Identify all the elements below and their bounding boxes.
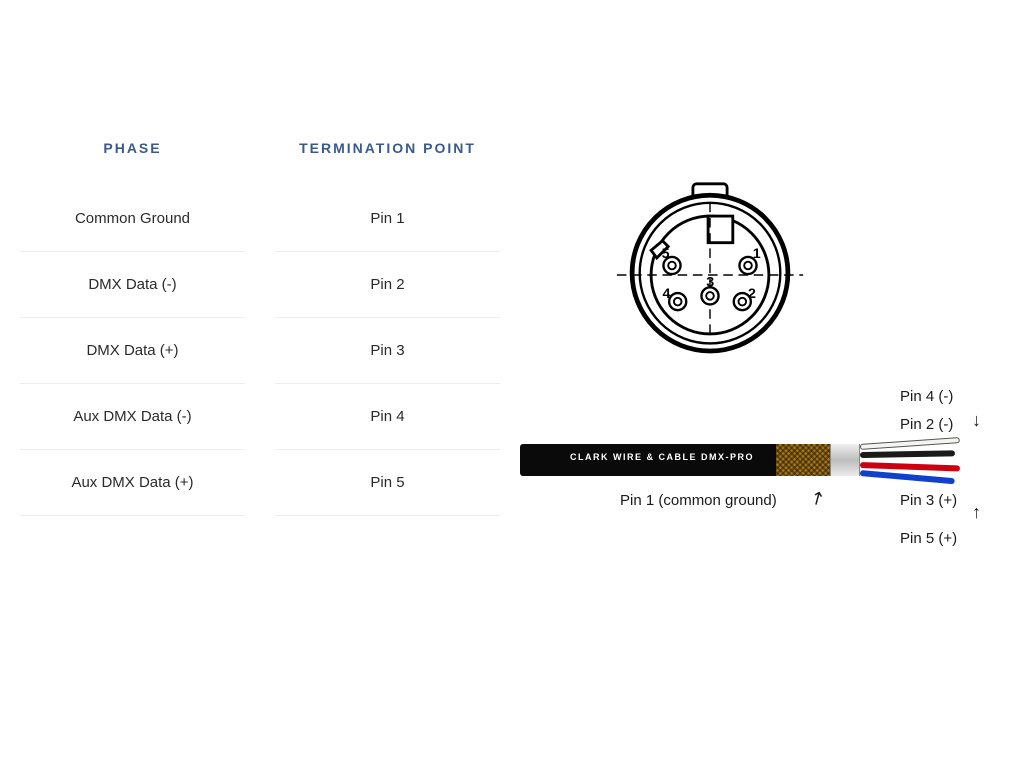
callout-pin1: Pin 1 (common ground): [620, 492, 777, 509]
table-row: DMX Data (-): [20, 252, 245, 318]
cable-illustration: CLARK WIRE & CABLE DMX-PRO: [520, 430, 1020, 490]
table-row: Pin 3: [275, 318, 500, 384]
wire-red: [860, 462, 960, 471]
svg-text:4: 4: [663, 286, 671, 302]
callout-pin3: Pin 3 (+): [900, 492, 957, 509]
col-header-termination: TERMINATION POINT: [275, 140, 500, 186]
table-row: Aux DMX Data (+): [20, 450, 245, 516]
col-header-phase: PHASE: [20, 140, 245, 186]
wire-black: [860, 450, 955, 458]
arrow-icon: ↑: [972, 502, 981, 523]
col-termination: TERMINATION POINT Pin 1 Pin 2 Pin 3 Pin …: [275, 140, 500, 590]
table-row: DMX Data (+): [20, 318, 245, 384]
table-row: Pin 2: [275, 252, 500, 318]
callout-pin5: Pin 5 (+): [900, 530, 957, 547]
table-row: Pin 1: [275, 186, 500, 252]
diagram-area: 5 1 4 2 3 CLARK WIRE & CABLE DMX-PRO Pin…: [520, 140, 1004, 590]
svg-text:2: 2: [748, 286, 756, 302]
svg-text:5: 5: [662, 246, 670, 262]
svg-text:1: 1: [753, 246, 761, 262]
svg-text:3: 3: [706, 274, 714, 290]
col-phase: PHASE Common Ground DMX Data (-) DMX Dat…: [20, 140, 245, 590]
xlr-connector-icon: 5 1 4 2 3: [610, 180, 810, 370]
callout-pin2: Pin 2 (-): [900, 416, 953, 433]
wire-blue: [860, 470, 955, 484]
cable-braid: [776, 444, 830, 476]
table-row: Common Ground: [20, 186, 245, 252]
cable-foil: [830, 444, 860, 476]
arrow-icon: ↓: [972, 410, 981, 431]
wire-white: [860, 437, 960, 450]
table-row: Aux DMX Data (-): [20, 384, 245, 450]
cable-brand-label: CLARK WIRE & CABLE DMX-PRO: [570, 452, 754, 462]
page-container: PHASE Common Ground DMX Data (-) DMX Dat…: [0, 0, 1024, 590]
table-row: Pin 5: [275, 450, 500, 516]
callout-pin4: Pin 4 (-): [900, 388, 953, 405]
pinout-table: PHASE Common Ground DMX Data (-) DMX Dat…: [20, 140, 500, 590]
table-row: Pin 4: [275, 384, 500, 450]
